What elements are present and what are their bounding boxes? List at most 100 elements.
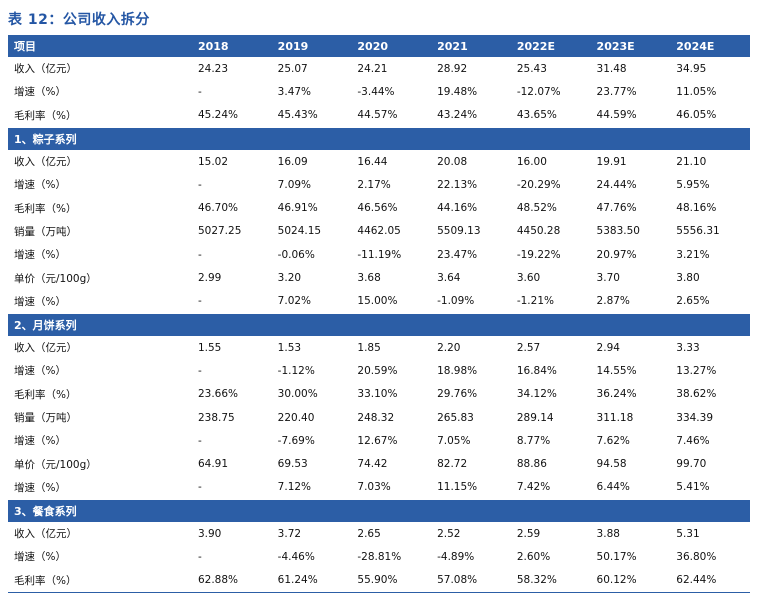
value-cell: 2.17%: [357, 178, 391, 191]
value-cell: 38.62%: [676, 388, 717, 401]
table-row: 毛利率（%） 62.88% 61.24% 55.90% 57.08% 58.32% 60.1…: [8, 568, 750, 593]
table-row: 单价（元/100g） 64.91 69.53 74.42 82.72 88.86 94.58…: [8, 452, 750, 475]
row-label: 毛利率（%）: [14, 109, 77, 122]
value-cell: 7.05%: [437, 434, 471, 447]
table-row: 增速（%） - 7.02% 15.00% -1.09% -1.21% 2.87% 2.65%: [8, 290, 750, 314]
table-row: 增速（%） - 7.12% 7.03% 11.15% 7.42% 6.44% 5.41%: [8, 476, 750, 500]
row-label: 销量（万吨）: [14, 412, 77, 424]
table-row: 毛利率（%） 45.24% 45.43% 44.57% 43.24% 43.65% 44.5…: [8, 104, 750, 128]
value-cell: 3.72: [277, 527, 302, 540]
value-cell: 6.44%: [596, 481, 630, 494]
value-cell: 43.24%: [437, 109, 478, 122]
value-cell: 20.08: [437, 155, 468, 168]
value-cell: -3.44%: [357, 85, 395, 98]
value-cell: 3.47%: [277, 85, 312, 98]
value-cell: 57.08%: [431, 568, 511, 593]
value-cell: -: [197, 364, 202, 377]
value-cell: 23.47%: [437, 248, 478, 261]
section-title: 3、餐食系列: [8, 499, 750, 523]
value-cell: 5027.25: [197, 225, 242, 238]
value-cell: 11.15%: [437, 481, 478, 494]
value-cell: -20.29%: [516, 178, 561, 191]
value-cell: 3.88: [596, 527, 620, 540]
value-cell: 4462.05: [357, 225, 401, 238]
row-label: 增速（%）: [14, 179, 66, 192]
value-cell: 16.44: [357, 155, 388, 168]
value-cell: 14.55%: [596, 364, 637, 377]
value-cell: 13.27%: [676, 364, 717, 377]
value-cell: 82.72: [437, 458, 468, 471]
value-cell: 60.12%: [590, 568, 671, 593]
table-row: 增速（%） - -0.06% -11.19% 23.47% -19.22% 20.97% 3.…: [8, 243, 750, 266]
value-cell: 46.70%: [197, 202, 238, 215]
value-cell: -1.09%: [437, 295, 475, 308]
value-cell: 12.67%: [357, 434, 398, 447]
value-cell: 69.53: [277, 458, 308, 471]
value-cell: 48.52%: [516, 202, 557, 215]
value-cell: 43.65%: [516, 109, 557, 122]
value-cell: 45.24%: [197, 109, 238, 122]
value-cell: -: [197, 481, 202, 494]
row-label: 增速（%）: [14, 551, 66, 564]
value-cell: 7.02%: [277, 295, 312, 308]
value-cell: 94.58: [596, 458, 627, 471]
value-cell: -: [197, 248, 202, 261]
value-cell: 2.52: [437, 527, 461, 540]
header-cell: 2020: [351, 35, 432, 57]
value-cell: 45.43%: [277, 109, 318, 122]
value-cell: 24.21: [357, 62, 388, 75]
table-row: 销量（万吨） 5027.25 5024.15 4462.05 5509.13 4450.2…: [8, 220, 750, 243]
value-cell: 5383.50: [596, 225, 640, 238]
table-row: 毛利率（%） 46.70% 46.91% 46.56% 44.16% 48.52% 47.7…: [8, 196, 750, 219]
row-label: 收入（亿元）: [14, 156, 77, 169]
table-row: 增速（%） - 7.09% 2.17% 22.13% -20.29% 24.44% 5.95%: [8, 173, 750, 196]
value-cell: 2.94: [596, 341, 620, 354]
value-cell: 8.77%: [516, 434, 551, 447]
value-cell: 220.40: [277, 411, 315, 424]
row-label: 增速（%）: [14, 435, 66, 448]
value-cell: 24.23: [197, 62, 229, 75]
value-cell: 64.91: [197, 458, 229, 471]
value-cell: -4.46%: [277, 550, 315, 563]
value-cell: 46.05%: [676, 109, 717, 122]
value-cell: 2.99: [197, 272, 222, 285]
value-cell: -28.81%: [357, 550, 402, 563]
section-header-row: 2、月饼系列: [8, 312, 750, 336]
value-cell: 24.44%: [596, 178, 637, 191]
table-row: 增速（%） - -4.46% -28.81% -4.89% 2.60% 50.17% 36.8…: [8, 545, 750, 568]
row-label: 毛利率（%）: [14, 388, 77, 401]
value-cell: -4.89%: [437, 550, 475, 563]
value-cell: 2.65: [357, 527, 381, 540]
value-cell: 5509.13: [437, 225, 481, 238]
table-row: 收入（亿元） 24.23 25.07 24.21 28.92 25.43 31.48 34.9…: [8, 57, 750, 80]
value-cell: 50.17%: [596, 550, 637, 563]
value-cell: 19.91: [596, 155, 627, 168]
table-title: 表 12：公司收入拆分: [8, 12, 150, 28]
value-cell: 20.97%: [596, 248, 637, 261]
value-cell: 48.16%: [676, 202, 717, 215]
value-cell: 15.00%: [357, 295, 398, 308]
value-cell: 3.70: [596, 272, 620, 285]
value-cell: 3.21%: [676, 248, 710, 261]
value-cell: 11.05%: [676, 85, 717, 98]
value-cell: 2.57: [516, 341, 541, 354]
value-cell: -0.06%: [277, 248, 315, 261]
value-cell: 99.70: [676, 458, 707, 471]
value-cell: 265.83: [437, 411, 474, 424]
row-label: 增速（%）: [14, 86, 66, 99]
row-label: 收入（亿元）: [14, 528, 77, 541]
value-cell: 62.88%: [191, 568, 272, 593]
section-header-row: 1、粽子系列: [8, 126, 750, 150]
value-cell: 29.76%: [437, 388, 478, 401]
header-cell: 2022E: [510, 35, 591, 57]
row-label: 单价（元/100g）: [14, 458, 97, 471]
value-cell: 44.16%: [437, 202, 478, 215]
value-cell: 3.80: [676, 272, 700, 285]
value-cell: 21.10: [676, 155, 707, 168]
value-cell: -1.21%: [516, 295, 554, 308]
table-row: 增速（%） - -1.12% 20.59% 18.98% 16.84% 14.55% 13.2…: [8, 359, 750, 382]
value-cell: -: [197, 178, 202, 191]
table-row: 收入（亿元） 3.90 3.72 2.65 2.52 2.59 3.88 5.31: [8, 522, 750, 545]
value-cell: -: [197, 85, 202, 98]
header-row: 项目 2018 2019 2020 2021 2022E 2023E 2024E: [8, 35, 750, 57]
